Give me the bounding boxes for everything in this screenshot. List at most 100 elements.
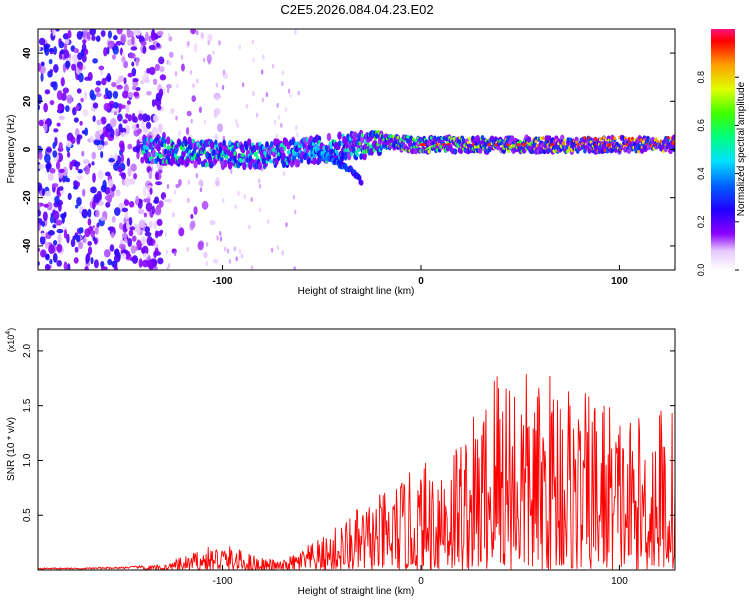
snr-y-tick-label: 0.5 <box>22 508 33 522</box>
spectrogram-noise-cell <box>186 246 189 252</box>
spectrogram-noise-cell <box>164 231 168 237</box>
spectrogram-noise-cell <box>123 60 129 69</box>
spectrogram-noise-cell <box>212 50 215 56</box>
spectrogram-noise-cell <box>55 29 60 32</box>
spectrogram-noise-cell <box>103 249 111 258</box>
snr-frame <box>37 328 676 571</box>
spectrogram-noise-cell <box>138 258 143 268</box>
spectrogram-noise-cell <box>196 78 199 84</box>
colorbar-tick-label: 0.2 <box>696 216 706 229</box>
spectrogram-noise-cell <box>125 104 130 113</box>
spectrogram-noise-cell <box>104 171 111 177</box>
spectrogram-noise-cell <box>41 220 46 227</box>
spectrogram-noise-cell <box>111 54 117 60</box>
spectrogram-noise-cell <box>52 150 58 158</box>
spectrogram-noise-cell <box>81 208 89 219</box>
spectrogram-noise-cell <box>187 40 190 46</box>
spectrogram-noise-cell <box>158 56 165 65</box>
spectrogram-signal-cell <box>539 136 543 141</box>
spectrogram-noise-cell <box>157 257 164 265</box>
spectrogram-noise-cell <box>127 114 133 122</box>
spectrogram-noise-cell <box>213 109 218 118</box>
spectrogram-noise-cell <box>92 115 96 122</box>
spectrogram-noise-cell <box>58 141 63 151</box>
spectrogram-signal-cell <box>227 161 233 170</box>
spectrogram-noise-cell <box>95 80 102 86</box>
spectrogram-noise-cell <box>156 105 162 111</box>
spectrogram-noise-cell <box>150 31 156 41</box>
spectrogram-noise-cell <box>118 103 123 109</box>
spectrogram-signal-cell <box>575 140 578 145</box>
spectrogram-noise-cell <box>149 187 153 195</box>
snr-x-tick-label: 0 <box>418 576 424 587</box>
spectrogram-signal-cell <box>292 151 296 156</box>
spectrogram-noise-cell <box>226 248 230 254</box>
spectrogram-signal-cell <box>258 141 262 147</box>
spectrogram-noise-cell <box>122 131 126 137</box>
spectrogram-noise-cell <box>53 63 59 73</box>
spectrogram-noise-cell <box>168 36 173 42</box>
spectrogram-noise-cell <box>52 81 58 91</box>
spectrogram-noise-cell <box>94 87 101 93</box>
spectrogram-noise-cell <box>43 102 48 113</box>
spectrogram-signal-cell <box>358 141 362 146</box>
spectrogram-noise-cell <box>168 32 171 38</box>
spectrogram-signal-cell <box>414 138 418 143</box>
spectrogram-noise-cell <box>112 46 119 55</box>
spectrogram-signal-cell <box>563 138 567 142</box>
spectrogram-noise-cell <box>67 263 71 270</box>
spectrogram-noise-cell <box>78 241 84 250</box>
spectrogram-noise-cell <box>89 135 94 143</box>
spectrogram-noise-cell <box>144 231 152 237</box>
spectrogram-noise-cell <box>63 261 68 270</box>
spectrogram-noise-cell <box>159 65 165 73</box>
spectrogram-noise-cell <box>146 91 152 96</box>
snr-x-tick-label: -100 <box>213 576 233 587</box>
spectrogram-noise-cell <box>107 258 113 266</box>
spectrogram-noise-cell <box>238 249 242 255</box>
spectrogram-noise-cell <box>128 216 133 226</box>
spectrogram-signal-cell <box>233 151 237 156</box>
spectrogram-noise-cell <box>65 177 71 183</box>
spectrogram-noise-cell <box>281 81 284 87</box>
spectrogram-noise-cell <box>128 91 134 98</box>
spectrogram-noise-cell <box>145 202 153 212</box>
spectrogram-noise-cell <box>90 229 95 238</box>
spectrogram-noise-cell <box>138 113 143 121</box>
spectrogram-signal-cell <box>312 156 317 165</box>
spectrogram-noise-cell <box>235 256 238 262</box>
spectrogram-noise-cell <box>129 257 137 262</box>
spectrogram-signal-cell <box>142 144 146 150</box>
spectrogram-noise-cell <box>100 266 108 270</box>
spectrogram-noise-cell <box>127 30 134 38</box>
spectrogram-signal-cell <box>163 143 167 148</box>
spectrogram-noise-cell <box>124 177 130 187</box>
spectrogram-noise-cell <box>48 58 53 65</box>
spectrogram-noise-cell <box>185 127 190 135</box>
spectrogram-noise-cell <box>140 41 147 46</box>
spectrogram-noise-cell <box>45 164 50 169</box>
spectrogram-noise-cell <box>73 48 80 54</box>
spectrogram-noise-cell <box>82 188 86 197</box>
spectrogram-noise-cell <box>293 266 296 270</box>
colorbar-tick-label: 0.6 <box>696 119 706 132</box>
spectrogram-noise-cell <box>140 80 144 85</box>
spectrogram-noise-cell <box>136 225 141 236</box>
spectrogram-noise-cell <box>49 258 53 265</box>
spectrogram-noise-cell <box>142 186 147 197</box>
spectrogram-noise-cell <box>121 207 129 213</box>
spectrogram-noise-cell <box>73 117 79 123</box>
spectrogram-noise-cell <box>140 156 145 164</box>
spectrogram-noise-cell <box>258 178 261 184</box>
spectrogram-noise-cell <box>270 247 274 253</box>
spectrogram-noise-cell <box>135 195 140 206</box>
spectrogram-noise-cell <box>152 114 159 123</box>
spectrogram-panel: -100 0 100 -40 -20 0 20 40 Height of straight … <box>6 28 676 297</box>
spectrogram-noise-cell <box>133 29 138 36</box>
colorbar-ticks: 0.0 0.2 0.4 0.6 0.8 <box>696 71 739 276</box>
spectrogram-noise-cell <box>187 179 191 185</box>
spectrogram-signal-cell <box>357 147 361 153</box>
spectrogram-noise-cell <box>258 183 262 189</box>
spectrogram-signal-cell <box>337 140 342 147</box>
spectrogram-noise-cell <box>129 226 136 231</box>
